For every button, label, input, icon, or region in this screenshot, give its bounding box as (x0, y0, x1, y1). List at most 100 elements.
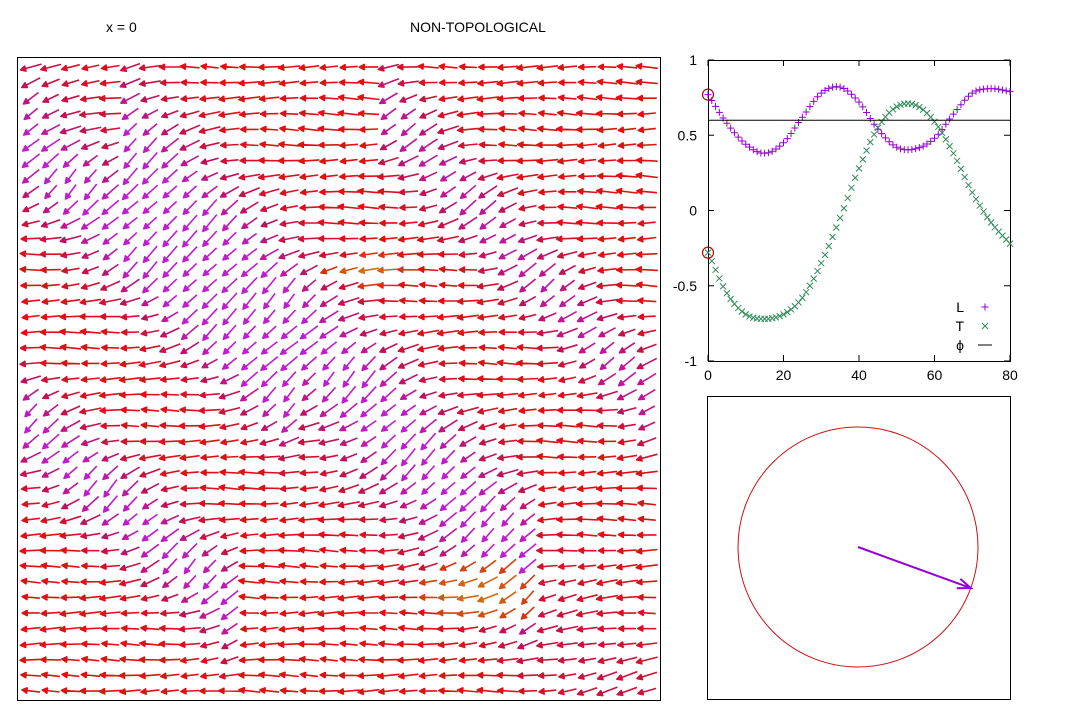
vector-arrow-1251 (80, 671, 101, 679)
vector-arrow-958 (617, 515, 637, 523)
vector-arrow-1189 (120, 640, 140, 648)
vector-arrow-1163 (240, 625, 259, 633)
vector-arrow-399 (318, 251, 339, 259)
vector-arrow-569 (517, 328, 538, 336)
vector-arrow-303 (318, 203, 340, 211)
vector-arrow-1082 (538, 579, 557, 586)
vector-arrow-236 (257, 173, 281, 181)
vector-arrow-409 (517, 248, 538, 261)
vector-arrow-710 (140, 406, 160, 414)
vector-arrow-907 (238, 500, 260, 508)
vector-arrow-27 (557, 64, 578, 71)
vector-arrow-991 (636, 531, 657, 539)
vector-arrow-1126 (140, 609, 160, 617)
vector-arrow-830 (616, 454, 638, 462)
vector-arrow-307 (399, 204, 418, 211)
vector-arrow-483 (79, 298, 102, 306)
vector-arrow-375 (479, 233, 497, 244)
vector-arrow-866 (62, 482, 79, 495)
vector-arrow-255 (635, 172, 658, 179)
vector-arrow-971 (240, 532, 259, 539)
vector-arrow-799 (637, 437, 657, 447)
vector-arrow-38 (138, 80, 161, 87)
vector-arrow-1104 (337, 594, 360, 602)
vector-arrow-530 (379, 313, 398, 321)
vector-arrow-547 (79, 328, 101, 336)
vector-arrow-183 (478, 141, 497, 149)
vector-arrow-480 (21, 298, 41, 305)
vector-arrow-107 (238, 110, 260, 118)
point-T (957, 165, 965, 173)
vector-arrow-1187 (80, 640, 100, 648)
vector-arrow-141 (279, 125, 299, 133)
vector-arrow-1018 (536, 547, 559, 554)
vector-arrow-78 (299, 94, 319, 102)
vector-arrow-30 (616, 63, 638, 70)
vector-arrow-797 (597, 438, 617, 445)
vector-arrow-1066 (220, 574, 239, 589)
vector-arrow-1294 (299, 687, 319, 695)
vector-arrow-1108 (418, 594, 438, 601)
vector-arrow-603 (556, 344, 578, 353)
vector-arrow-1227 (238, 656, 260, 664)
vector-arrow-1013 (439, 544, 457, 557)
vector-arrow-467 (398, 281, 419, 289)
vector-arrow-330 (222, 214, 238, 232)
point-L (942, 120, 950, 128)
vector-arrow-1282 (60, 687, 81, 695)
vector-arrow-961 (39, 532, 62, 539)
vector-arrow-273 (357, 187, 380, 195)
vector-arrow-628 (417, 360, 439, 368)
point-L (798, 113, 806, 121)
vector-arrow-745 (198, 423, 221, 430)
vector-arrow-1212 (577, 641, 597, 648)
vector-field-chart (17, 57, 661, 701)
vector-arrow-532 (417, 313, 439, 321)
vector-arrow-296 (182, 200, 198, 215)
vector-arrow-218 (536, 157, 559, 165)
vector-arrow-82 (379, 92, 398, 105)
vector-arrow-696 (496, 391, 519, 399)
vector-arrow-754 (380, 419, 397, 432)
vector-arrow-34 (61, 79, 80, 87)
vector-arrow-150 (456, 126, 479, 134)
vector-arrow-222 (616, 157, 637, 165)
vector-arrow-646 (139, 376, 161, 383)
vector-arrow-975 (317, 531, 340, 539)
vector-arrow-1012 (417, 545, 439, 557)
vector-arrow-85 (438, 95, 458, 103)
vector-arrow-500 (418, 297, 438, 305)
vector-arrow-1111 (477, 592, 499, 603)
vector-arrow-676 (98, 391, 122, 399)
vector-arrow-135 (160, 123, 179, 136)
vector-arrow-1028 (100, 563, 121, 570)
vector-arrow-712 (179, 406, 200, 414)
vector-arrow-835 (83, 465, 98, 480)
vector-arrow-17 (358, 63, 379, 71)
vector-arrow-949 (439, 511, 458, 528)
vector-arrow-148 (419, 123, 438, 136)
point-T (987, 219, 995, 226)
vector-arrow-436 (417, 266, 439, 273)
vector-arrow-1264 (338, 672, 359, 679)
vector-arrow-1215 (636, 641, 658, 649)
vector-arrow-1293 (279, 687, 299, 695)
vector-arrow-771 (80, 437, 100, 447)
vector-arrow-504 (497, 297, 518, 306)
vector-arrow-1242 (536, 656, 558, 664)
vector-arrow-660 (418, 376, 438, 384)
vector-arrow-353 (39, 235, 62, 243)
vector-arrow-1110 (456, 594, 479, 602)
vector-arrow-790 (459, 436, 477, 447)
vector-arrow-351 (637, 220, 656, 227)
vector-arrow-694 (457, 391, 479, 399)
vector-arrow-1269 (438, 672, 458, 679)
vector-arrow-792 (498, 438, 518, 446)
vector-arrow-556 (262, 325, 277, 340)
point-L (874, 125, 882, 133)
point-L (912, 145, 920, 153)
point-T (908, 100, 916, 108)
vector-arrow-302 (299, 204, 319, 211)
vector-arrow-203 (239, 157, 260, 164)
vector-arrow-687 (321, 386, 337, 403)
